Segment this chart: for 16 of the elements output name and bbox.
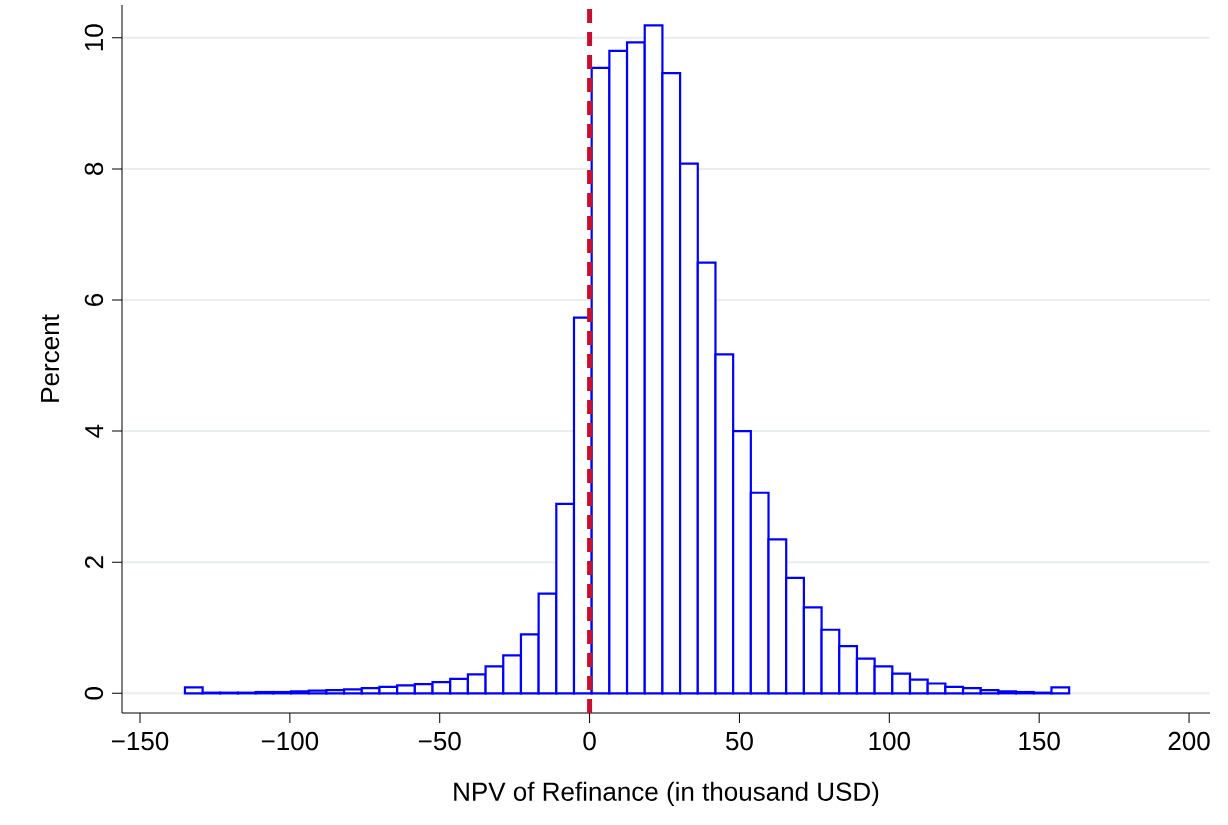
y-tick-label: 6: [84, 293, 104, 306]
y-tick-label: 4: [85, 424, 104, 438]
x-tick-label: 150: [1019, 731, 1060, 751]
x-tick-label: 200: [1168, 731, 1210, 751]
y-tick-label: 2: [84, 556, 104, 569]
x-axis-title: NPV of Refinance (in thousand USD): [454, 781, 879, 807]
x-tick-label: −100: [261, 731, 319, 751]
y-tick-label: 8: [84, 162, 104, 175]
x-tick-label: 0: [583, 731, 596, 751]
y-tick-label: 10: [84, 24, 104, 51]
x-tick-label: 100: [869, 731, 910, 751]
x-tick-label: 50: [726, 731, 753, 751]
y-tick-label: 0: [84, 687, 104, 700]
y-axis-title: Percent: [41, 314, 60, 402]
x-tick-label: −150: [111, 731, 169, 751]
x-tick-label: −50: [418, 731, 461, 751]
